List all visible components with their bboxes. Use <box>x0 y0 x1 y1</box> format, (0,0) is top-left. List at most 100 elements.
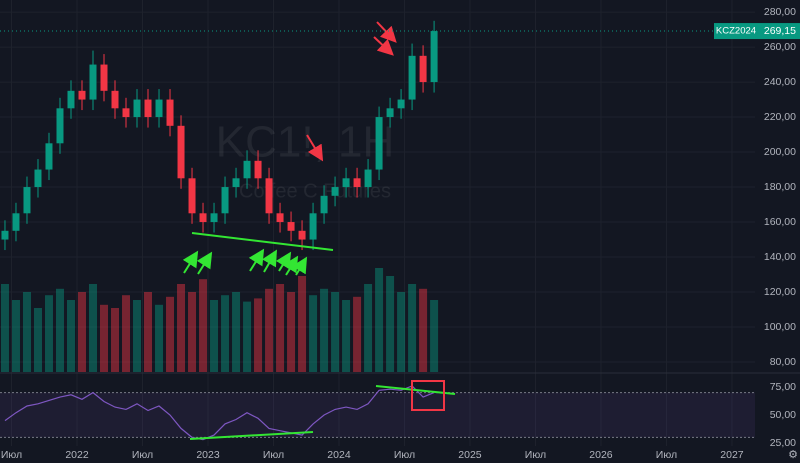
symbol-label: KCZ2024 <box>716 26 756 37</box>
volume-bar <box>188 292 197 372</box>
volume-bar <box>221 295 230 372</box>
arrow <box>376 21 397 43</box>
candle-body <box>309 213 317 240</box>
candle-body <box>265 178 273 214</box>
candle-body <box>144 99 152 118</box>
arrow <box>182 250 199 274</box>
candle-body <box>166 99 174 126</box>
x-tick-label: 2027 <box>720 449 744 461</box>
trend-line <box>375 385 456 395</box>
volume-bar <box>155 304 164 372</box>
rsi-tick-label: 50,00 <box>770 409 796 421</box>
candle-body <box>243 160 251 179</box>
price-badge <box>758 23 800 40</box>
y-tick-label: 280,00 <box>764 6 796 18</box>
candle-body <box>298 230 306 240</box>
candles <box>1 20 438 251</box>
x-tick-label: 2025 <box>458 449 482 461</box>
volume-bar <box>55 288 64 372</box>
candle-body <box>133 99 141 118</box>
candle-body <box>155 99 163 118</box>
watermark-subtitle: Coffee C Futures <box>239 180 391 202</box>
arrow <box>291 256 308 276</box>
volume-bar <box>44 295 53 372</box>
candle-body <box>78 90 86 100</box>
annotations <box>182 21 456 440</box>
trend-line <box>189 431 314 440</box>
candle-body <box>331 187 339 196</box>
axes: 280,00 260,00 240,00 220,00 200,00 180,00 160,… <box>0 6 800 461</box>
price-label: 269,15 <box>764 25 796 37</box>
grid <box>0 0 755 446</box>
trend-line <box>191 232 334 251</box>
volume-bar <box>276 284 285 372</box>
candle-body <box>56 108 64 144</box>
volume-bar <box>265 288 274 372</box>
symbol-badge <box>714 23 758 40</box>
arrow <box>248 248 265 272</box>
volume-bar <box>408 284 417 372</box>
rsi-band <box>0 392 755 438</box>
candle-body <box>342 178 350 188</box>
candle-body <box>386 108 394 118</box>
volume-bar <box>177 284 186 372</box>
x-tick-label: Июл <box>656 449 677 461</box>
arrow <box>306 134 324 162</box>
volume-bar <box>144 292 153 372</box>
candle-body <box>397 99 405 109</box>
volume-bar <box>66 300 75 372</box>
volume-bar <box>133 300 142 372</box>
x-tick-label: Июл <box>132 449 153 461</box>
candle-body <box>45 143 53 170</box>
candle-body <box>100 64 108 91</box>
x-tick-label: Июл <box>394 449 415 461</box>
volume-bar <box>11 300 20 372</box>
x-tick-label: Июл <box>1 449 22 461</box>
candle-body <box>254 160 262 179</box>
candle-body <box>276 213 284 223</box>
volume-bar <box>430 300 439 372</box>
candle-body <box>375 117 383 170</box>
volume-bar <box>309 295 318 372</box>
volume-bar <box>210 300 219 372</box>
x-tick-label: Июл <box>525 449 546 461</box>
candle-body <box>34 169 42 188</box>
candle-body <box>364 169 372 188</box>
candle-body <box>419 55 427 83</box>
rsi-line <box>4 385 435 441</box>
candle-body <box>67 90 75 109</box>
volume-bar <box>111 308 120 372</box>
volume-bar <box>33 308 42 372</box>
candle-body <box>320 195 328 214</box>
settings-icon[interactable]: ⚙ <box>788 449 798 461</box>
candle-body <box>12 213 20 231</box>
y-tick-label: 220,00 <box>764 111 796 123</box>
candle-body <box>430 31 438 83</box>
volume-bar <box>254 298 263 372</box>
volume-bar <box>397 292 406 372</box>
volume-bar <box>243 301 252 372</box>
volume-bar <box>353 296 362 372</box>
volume-bar <box>419 288 428 372</box>
volume-bar <box>386 276 395 372</box>
candle-body <box>199 213 207 223</box>
volume-bar <box>232 292 241 372</box>
volume-bar <box>320 288 329 372</box>
candle-body <box>177 125 185 179</box>
x-tick-label: Июл <box>263 449 284 461</box>
x-tick-label: 2022 <box>65 449 89 461</box>
volume-bar <box>331 292 340 372</box>
volume-bar <box>287 292 296 372</box>
rsi-tick-label: 75,00 <box>770 381 796 393</box>
candle-body <box>1 230 9 240</box>
volume-bar <box>88 284 97 372</box>
volume-bar <box>199 279 208 372</box>
arrow <box>262 249 278 273</box>
volume-bar <box>166 296 175 372</box>
rsi-pane: 75,00 50,00 25,00 <box>0 381 796 449</box>
x-tick-label: 2023 <box>196 449 220 461</box>
volume-bar <box>375 268 384 372</box>
candle-body <box>408 55 416 100</box>
volume-bar <box>298 276 307 372</box>
